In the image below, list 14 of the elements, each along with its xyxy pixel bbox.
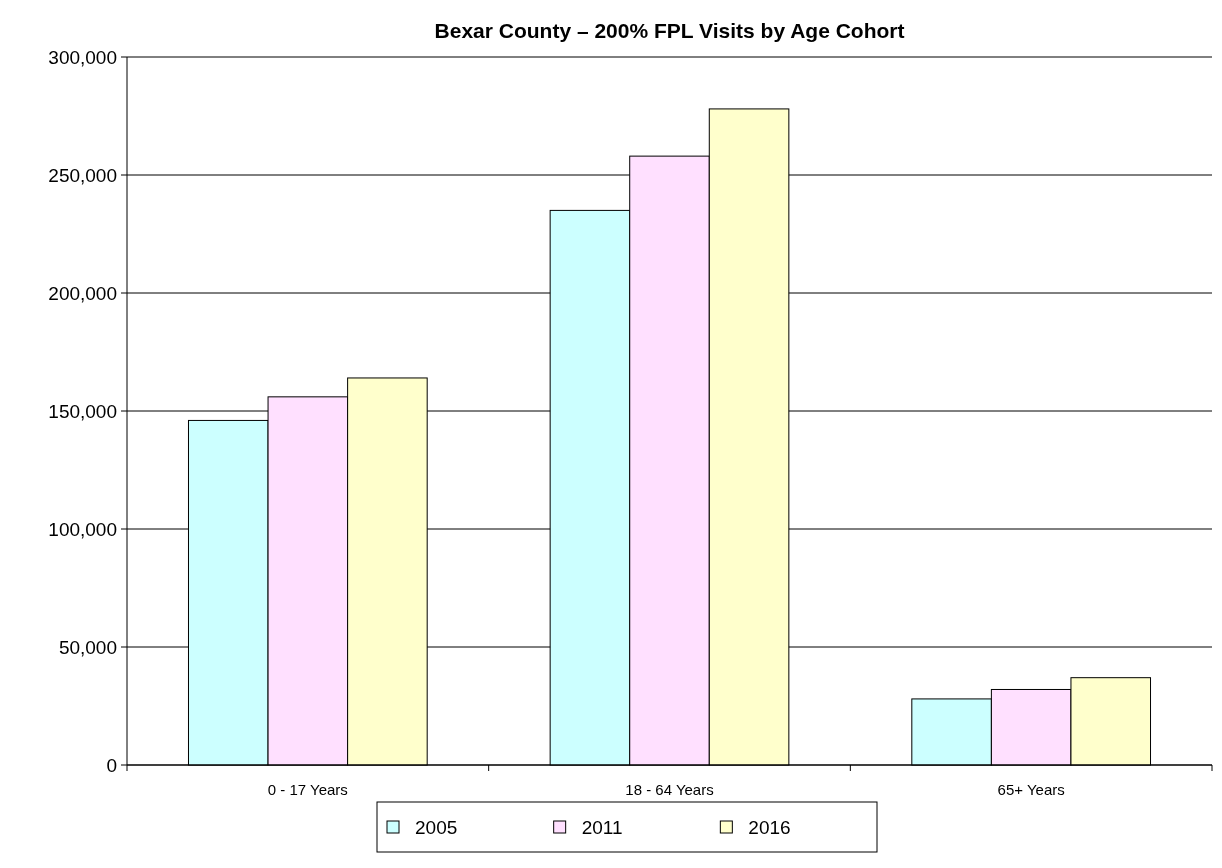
y-tick-label: 250,000 (48, 164, 117, 186)
legend-label: 2005 (415, 816, 458, 838)
y-tick-label: 150,000 (48, 400, 117, 422)
y-tick-label: 50,000 (58, 636, 117, 658)
y-tick-label: 100,000 (48, 518, 117, 540)
legend-label: 2016 (748, 816, 791, 838)
y-tick-label: 300,000 (48, 46, 117, 68)
y-tick-label: 0 (106, 754, 117, 776)
x-tick-label: 0 - 17 Years (267, 781, 348, 798)
chart-title: Bexar County – 200% FPL Visits by Age Cohort (434, 19, 905, 42)
legend-label: 2011 (581, 816, 623, 838)
y-tick-label: 200,000 (48, 282, 117, 304)
x-tick-label: 65+ Years (997, 781, 1065, 798)
x-tick-label: 18 - 64 Years (625, 781, 714, 798)
